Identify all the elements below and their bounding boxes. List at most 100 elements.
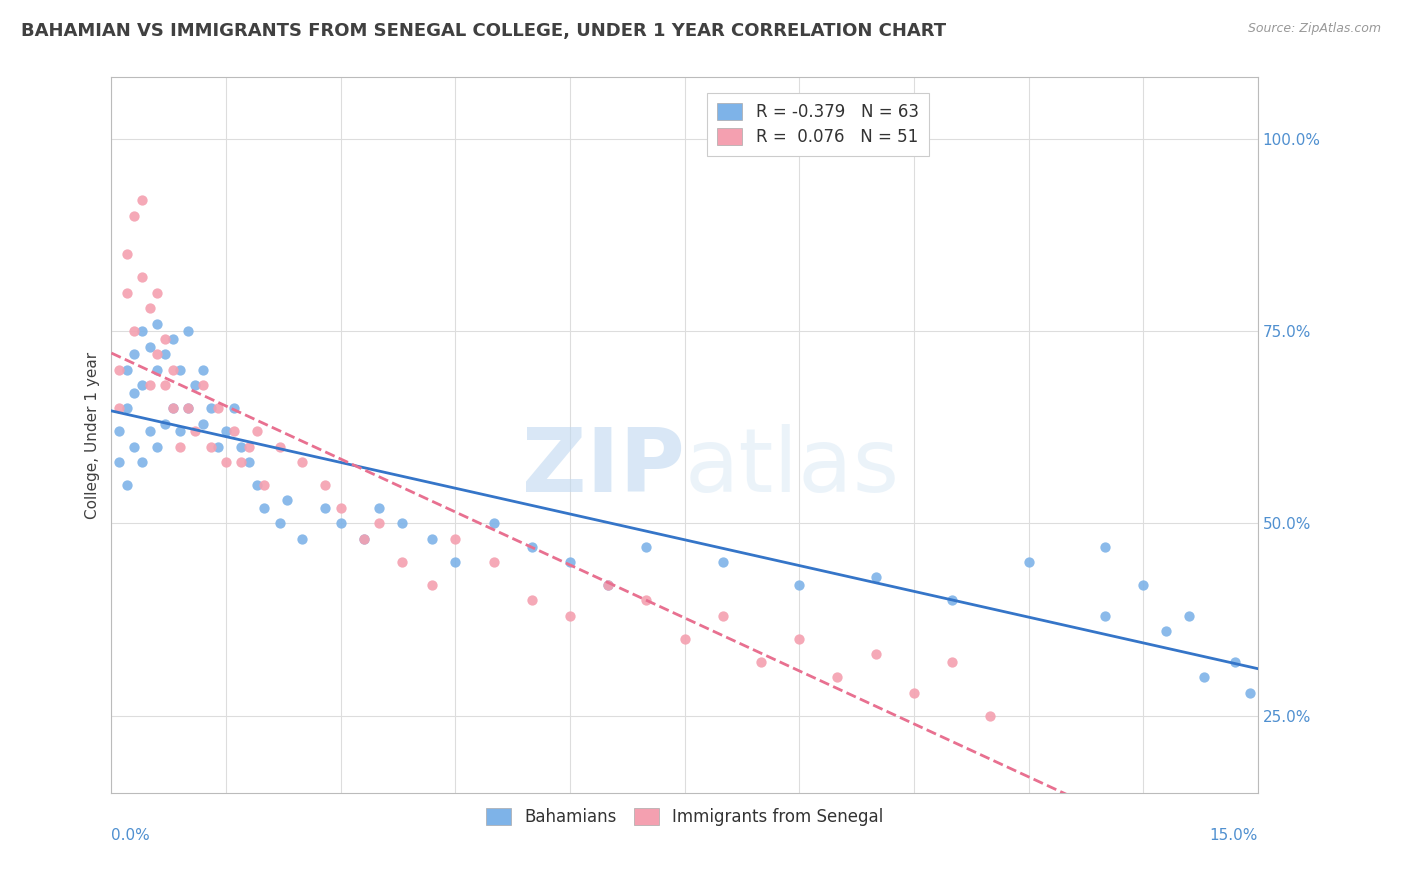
- Point: [191, 362, 214, 376]
- Point: [353, 532, 375, 546]
- Point: [146, 347, 169, 361]
- Point: [131, 455, 153, 469]
- Point: [1223, 655, 1246, 669]
- Point: [231, 440, 253, 454]
- Y-axis label: College, Under 1 year: College, Under 1 year: [86, 351, 100, 518]
- Point: [941, 593, 963, 607]
- Point: [1094, 540, 1116, 554]
- Point: [131, 270, 153, 285]
- Point: [520, 593, 543, 607]
- Point: [558, 608, 581, 623]
- Point: [131, 194, 153, 208]
- Point: [115, 285, 138, 300]
- Point: [146, 285, 169, 300]
- Point: [169, 362, 191, 376]
- Point: [246, 478, 269, 492]
- Point: [269, 440, 291, 454]
- Text: Source: ZipAtlas.com: Source: ZipAtlas.com: [1247, 22, 1381, 36]
- Point: [191, 378, 214, 392]
- Point: [222, 424, 245, 438]
- Point: [1132, 578, 1154, 592]
- Point: [207, 440, 229, 454]
- Point: [115, 247, 138, 261]
- Point: [865, 570, 887, 584]
- Point: [367, 516, 389, 531]
- Point: [391, 555, 413, 569]
- Point: [108, 401, 131, 416]
- Point: [131, 324, 153, 338]
- Point: [177, 324, 200, 338]
- Point: [367, 501, 389, 516]
- Point: [222, 401, 245, 416]
- Point: [215, 424, 238, 438]
- Point: [903, 686, 925, 700]
- Point: [146, 317, 169, 331]
- Point: [153, 378, 176, 392]
- Point: [482, 555, 505, 569]
- Point: [238, 455, 260, 469]
- Point: [291, 455, 314, 469]
- Point: [749, 655, 772, 669]
- Point: [865, 647, 887, 661]
- Point: [238, 440, 260, 454]
- Point: [1154, 624, 1177, 639]
- Point: [314, 478, 336, 492]
- Point: [787, 578, 810, 592]
- Point: [131, 378, 153, 392]
- Point: [231, 455, 253, 469]
- Point: [673, 632, 696, 646]
- Point: [291, 532, 314, 546]
- Point: [391, 516, 413, 531]
- Point: [162, 332, 184, 346]
- Point: [162, 362, 184, 376]
- Point: [269, 516, 291, 531]
- Point: [124, 347, 146, 361]
- Point: [1194, 670, 1216, 684]
- Point: [636, 540, 658, 554]
- Point: [124, 324, 146, 338]
- Point: [138, 424, 160, 438]
- Point: [314, 501, 336, 516]
- Point: [124, 440, 146, 454]
- Point: [153, 347, 176, 361]
- Legend: Bahamians, Immigrants from Senegal: Bahamians, Immigrants from Senegal: [478, 799, 891, 834]
- Point: [153, 332, 176, 346]
- Text: atlas: atlas: [685, 424, 900, 511]
- Point: [711, 608, 734, 623]
- Point: [169, 424, 191, 438]
- Point: [636, 593, 658, 607]
- Point: [177, 401, 200, 416]
- Point: [276, 493, 298, 508]
- Point: [162, 401, 184, 416]
- Point: [200, 440, 222, 454]
- Point: [422, 532, 444, 546]
- Text: ZIP: ZIP: [522, 424, 685, 511]
- Point: [108, 455, 131, 469]
- Point: [253, 478, 276, 492]
- Text: 0.0%: 0.0%: [111, 829, 150, 843]
- Point: [711, 555, 734, 569]
- Point: [184, 424, 207, 438]
- Point: [115, 478, 138, 492]
- Point: [827, 670, 849, 684]
- Point: [353, 532, 375, 546]
- Point: [138, 340, 160, 354]
- Point: [207, 401, 229, 416]
- Point: [482, 516, 505, 531]
- Point: [124, 385, 146, 400]
- Point: [153, 417, 176, 431]
- Point: [169, 440, 191, 454]
- Point: [146, 440, 169, 454]
- Point: [177, 401, 200, 416]
- Point: [215, 455, 238, 469]
- Point: [422, 578, 444, 592]
- Point: [138, 378, 160, 392]
- Point: [941, 655, 963, 669]
- Point: [246, 424, 269, 438]
- Point: [162, 401, 184, 416]
- Point: [184, 378, 207, 392]
- Point: [115, 362, 138, 376]
- Point: [598, 578, 620, 592]
- Point: [444, 555, 467, 569]
- Point: [124, 209, 146, 223]
